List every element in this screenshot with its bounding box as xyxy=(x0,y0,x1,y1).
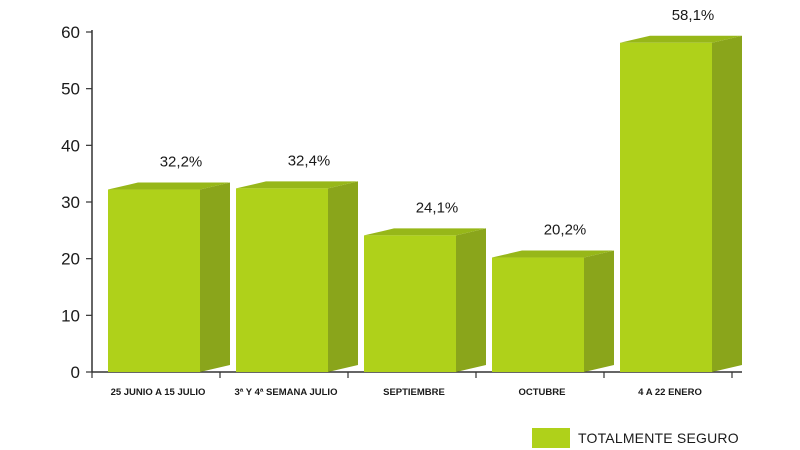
bar-top xyxy=(108,182,230,190)
y-tick-label: 40 xyxy=(61,136,80,155)
x-tick-label: 4 A 22 ENERO xyxy=(638,387,702,398)
legend-label: TOTALMENTE SEGURO xyxy=(578,430,739,446)
x-tick-label: OCTUBRE xyxy=(519,387,566,398)
bar-side xyxy=(200,182,230,372)
bar xyxy=(364,235,456,372)
bar xyxy=(108,189,200,372)
bar xyxy=(236,188,328,372)
y-tick-label: 10 xyxy=(61,306,80,325)
data-label: 20,2% xyxy=(544,222,587,239)
legend-swatch xyxy=(532,428,570,448)
data-label: 32,2% xyxy=(160,154,203,171)
legend: TOTALMENTE SEGURO xyxy=(532,428,739,448)
data-label: 32,4% xyxy=(288,152,331,169)
bar xyxy=(492,257,584,372)
bar-side xyxy=(328,181,358,372)
x-tick-label: SEPTIEMBRE xyxy=(383,387,445,398)
y-tick-label: 30 xyxy=(61,193,80,212)
x-tick-label: 25 JUNIO A 15 JULIO xyxy=(111,387,206,398)
bar-top xyxy=(364,228,486,236)
y-tick-label: 0 xyxy=(71,363,80,382)
data-label: 24,1% xyxy=(416,199,459,216)
data-label: 58,1% xyxy=(672,7,715,24)
bar-side xyxy=(584,250,614,372)
bar-top xyxy=(492,250,614,258)
bar xyxy=(620,42,712,373)
bar-side xyxy=(712,35,742,373)
bar-top xyxy=(620,35,742,43)
bar-top xyxy=(236,181,358,189)
y-tick-label: 60 xyxy=(61,23,80,42)
x-tick-label: 3ª Y 4ª SEMANA JULIO xyxy=(235,387,338,398)
y-tick-label: 50 xyxy=(61,80,80,99)
y-tick-label: 20 xyxy=(61,250,80,269)
bar-side xyxy=(456,228,486,372)
